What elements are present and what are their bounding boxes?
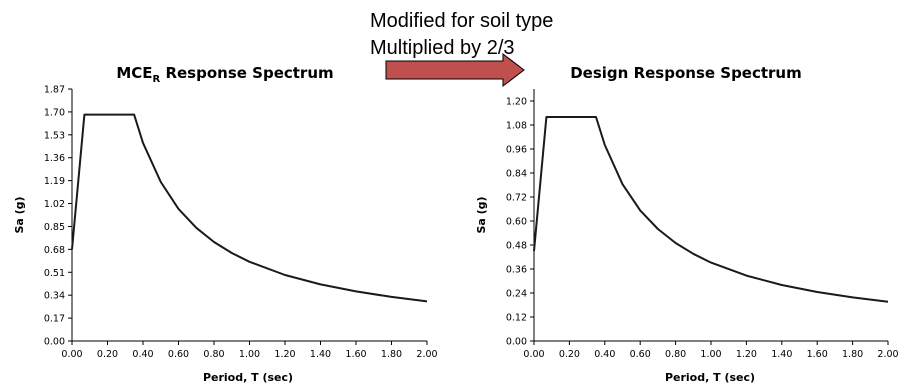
chart-title: MCER Response Spectrum (116, 64, 333, 85)
x-tick-label: 1.20 (274, 349, 295, 360)
annotation-line-2: Multiplied by 2/3 (370, 37, 515, 59)
chart-title: Design Response Spectrum (570, 64, 802, 82)
y-tick-label: 1.20 (506, 97, 527, 108)
y-tick-label: 0.12 (506, 313, 527, 324)
y-tick-label: 0.84 (506, 169, 527, 180)
x-tick-label: 1.80 (842, 349, 863, 360)
y-tick-label: 1.19 (44, 176, 65, 187)
x-tick-label: 0.00 (523, 349, 544, 360)
y-axis-label: Sa (g) (13, 196, 26, 233)
x-tick-label: 1.40 (310, 349, 331, 360)
y-tick-label: 0.34 (44, 291, 65, 302)
x-tick-label: 1.60 (807, 349, 828, 360)
x-tick-label: 0.60 (168, 349, 189, 360)
y-tick-label: 1.08 (506, 121, 527, 132)
y-tick-label: 0.00 (44, 337, 65, 348)
y-tick-label: 1.70 (44, 107, 65, 118)
y-tick-label: 1.36 (44, 153, 65, 164)
x-tick-label: 2.00 (416, 349, 437, 360)
y-tick-label: 0.17 (44, 314, 65, 325)
y-tick-label: 0.60 (506, 217, 527, 228)
x-tick-label: 0.60 (630, 349, 651, 360)
y-tick-label: 0.68 (44, 245, 65, 256)
spectrum-curve (533, 116, 889, 303)
y-tick-label: 0.24 (506, 289, 527, 300)
x-tick-label: 1.00 (700, 349, 721, 360)
y-tick-label: 0.85 (44, 222, 65, 233)
x-tick-label: 0.00 (61, 349, 82, 360)
x-tick-label: 0.20 (559, 349, 580, 360)
x-axis-label: Period, T (sec) (203, 371, 293, 384)
x-tick-label: 0.20 (97, 349, 118, 360)
x-tick-label: 1.00 (239, 349, 260, 360)
x-tick-label: 1.40 (771, 349, 792, 360)
x-tick-label: 0.80 (665, 349, 686, 360)
x-tick-label: 1.80 (381, 349, 402, 360)
mce-response-spectrum-chart: MCER Response Spectrum Period, T (sec) S… (13, 64, 438, 384)
x-tick-label: 1.20 (736, 349, 757, 360)
y-tick-label: 0.00 (506, 337, 527, 348)
design-response-spectrum-chart: Design Response Spectrum Period, T (sec)… (475, 64, 899, 384)
y-tick-label: 1.02 (44, 199, 65, 210)
annotation-line-1: Modified for soil type (370, 10, 553, 32)
y-tick-label: 0.96 (506, 145, 527, 156)
x-tick-label: 0.40 (132, 349, 153, 360)
x-tick-label: 0.40 (594, 349, 615, 360)
y-tick-label: 0.72 (506, 193, 527, 204)
x-tick-label: 2.00 (877, 349, 898, 360)
y-tick-label: 0.48 (506, 241, 527, 252)
x-tick-label: 0.80 (203, 349, 224, 360)
spectrum-curve (71, 113, 428, 303)
y-tick-label: 1.87 (44, 85, 65, 96)
y-axis-label: Sa (g) (475, 196, 488, 233)
x-tick-label: 1.60 (345, 349, 366, 360)
x-axis-label: Period, T (sec) (665, 371, 755, 384)
y-tick-label: 0.36 (506, 265, 527, 276)
y-tick-label: 0.51 (44, 268, 65, 279)
arrow-icon (385, 52, 525, 88)
y-tick-label: 1.53 (44, 130, 65, 141)
